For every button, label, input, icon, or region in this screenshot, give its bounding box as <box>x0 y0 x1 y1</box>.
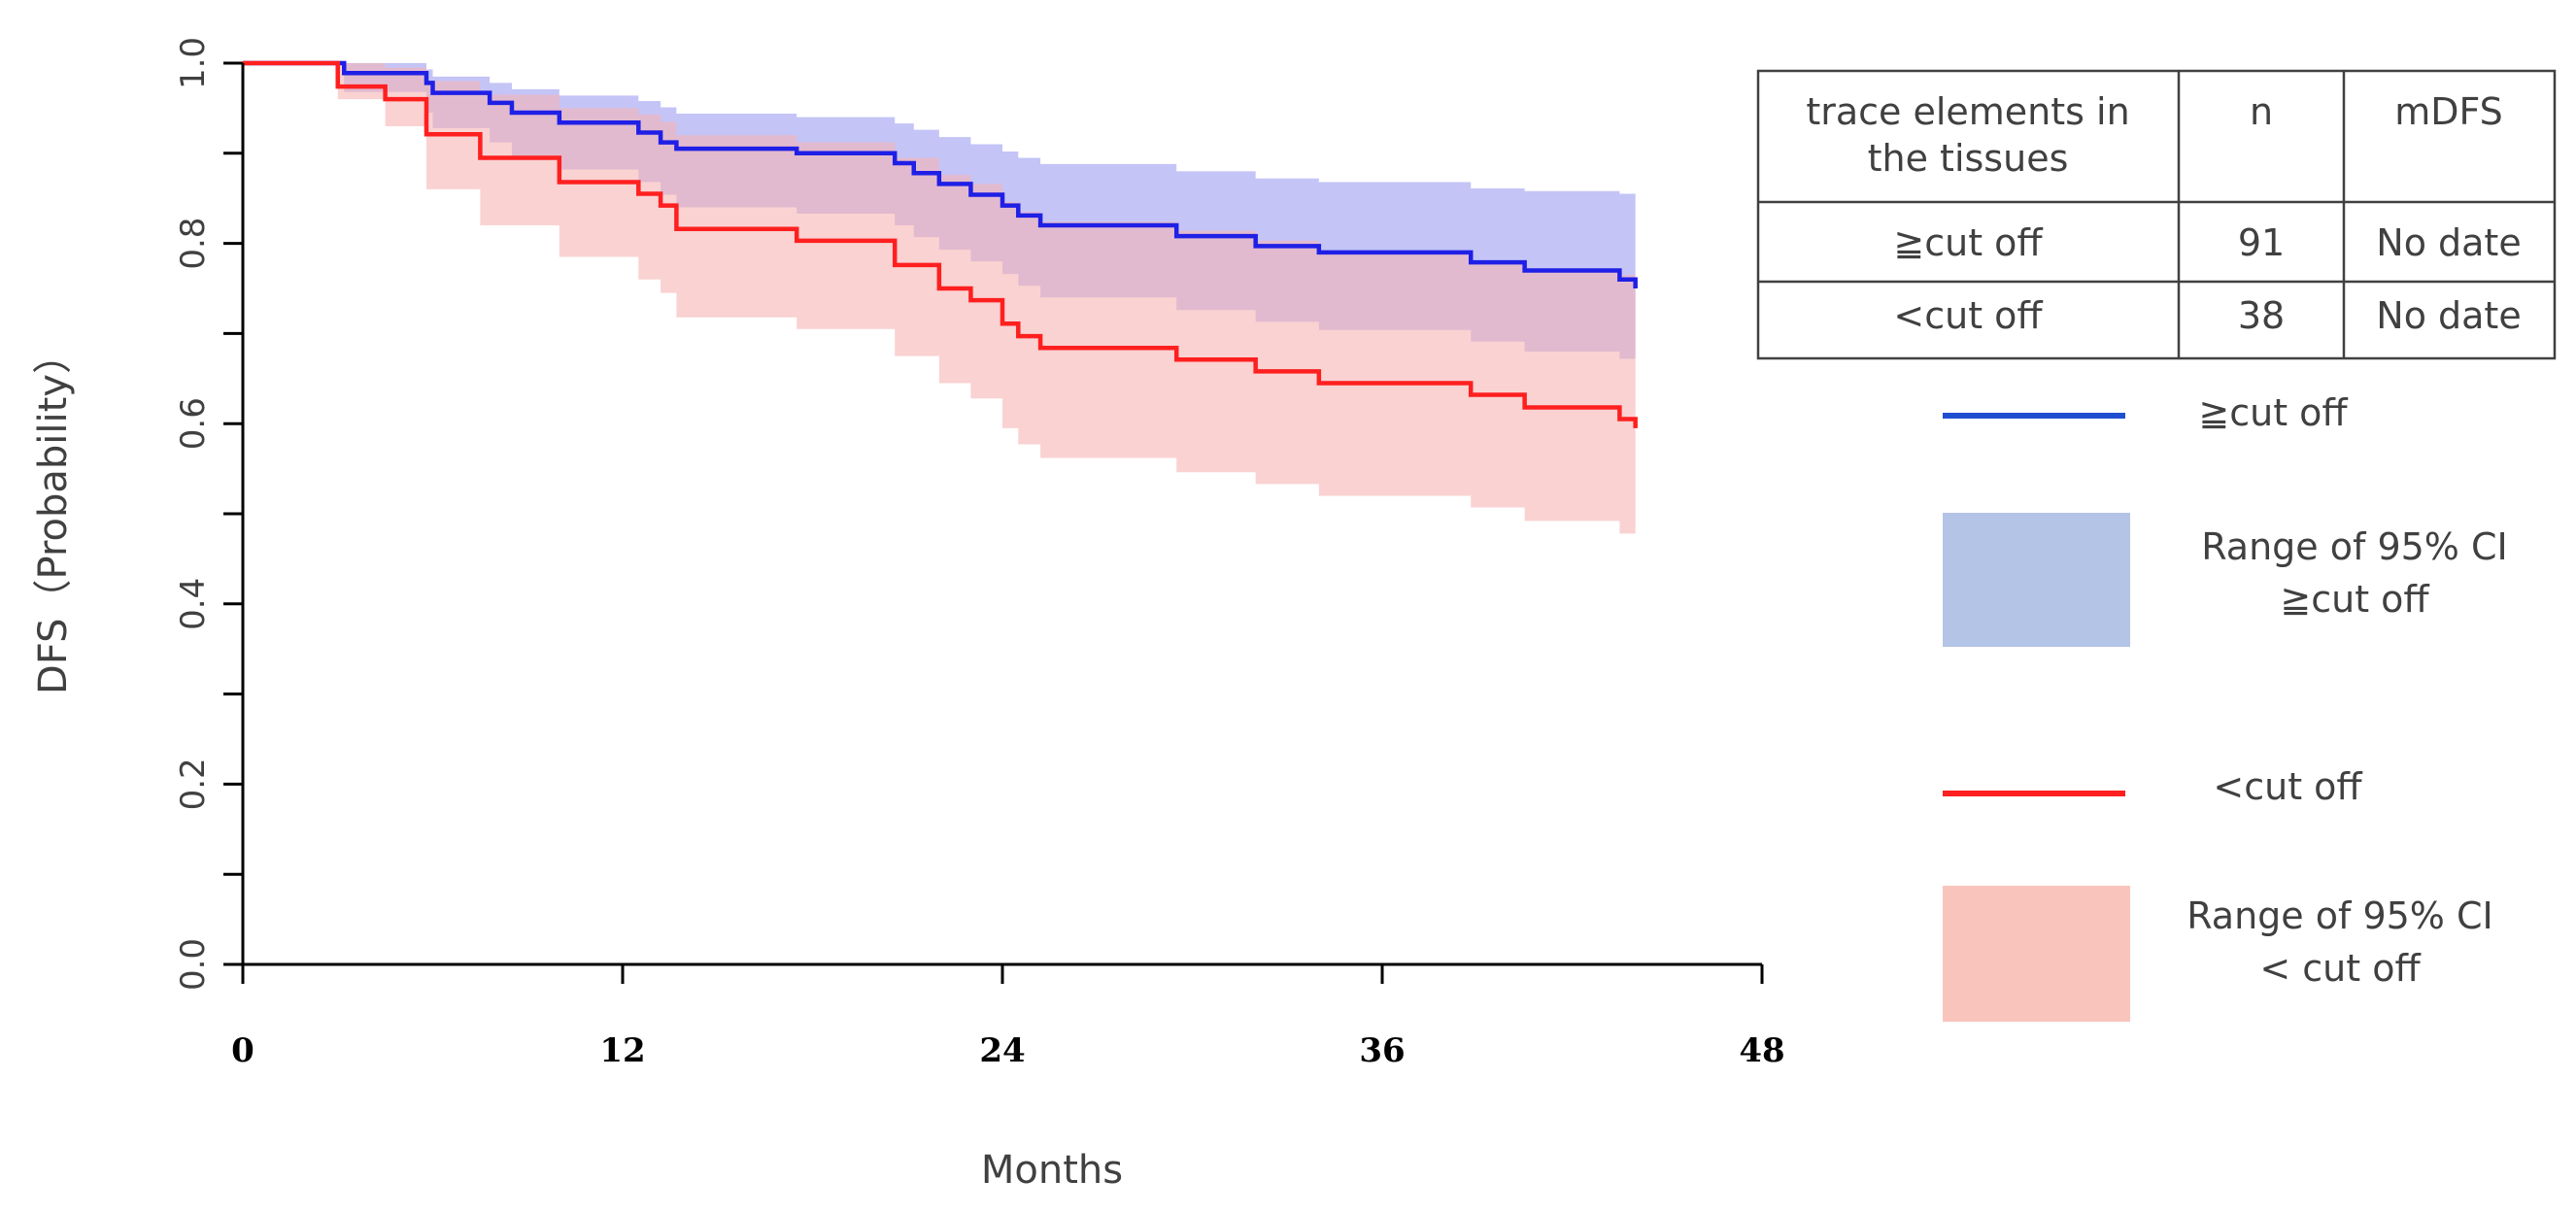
survival-curves <box>243 60 1638 428</box>
table-header-cell: n <box>2250 90 2273 133</box>
legend-label: ≧cut off <box>2280 578 2429 621</box>
y-tick-label: 0.0 <box>174 938 213 991</box>
legend-label: Range of 95% CI <box>2201 525 2508 568</box>
x-tick-label: 12 <box>599 1031 645 1070</box>
y-tick-label: 0.8 <box>174 218 213 270</box>
x-tick-label: 24 <box>979 1031 1025 1070</box>
y-axis-title: DFS（Probability） <box>31 335 76 694</box>
legend-label: <cut off <box>2213 765 2362 808</box>
legend-label: < cut off <box>2259 947 2421 990</box>
summary-table: trace elements in the tissues n mDFS ≧cut of… <box>1756 69 2557 360</box>
legend-label: Range of 95% CI <box>2186 894 2493 937</box>
summary-table-border <box>1756 69 2557 360</box>
survival-line-series-2 <box>243 60 1638 428</box>
x-tick-label: 48 <box>1739 1031 1784 1070</box>
table-cell: No date <box>2376 294 2521 337</box>
table-header-cell: trace elements in the tissues <box>1806 90 2129 180</box>
summary-table-text: trace elements in the tissues n mDFS ≧cut of… <box>1806 90 2521 337</box>
table-cell: <cut off <box>1893 294 2043 337</box>
legend-label: ≧cut off <box>2198 391 2348 434</box>
survival-line-series-1 <box>243 60 1638 288</box>
legend: ≧cut off Range of 95% CI ≧cut off <cut off R… <box>1943 391 2508 1022</box>
axis-ticks: 0.0 0.2 0.4 0.6 0.8 1.0 0 12 24 36 48 <box>174 37 1785 1070</box>
legend-swatch-ci-low <box>1943 886 2130 1022</box>
y-tick-label: 0.6 <box>174 397 213 450</box>
table-cell: 91 <box>2238 221 2285 264</box>
x-tick-label: 0 <box>231 1031 254 1070</box>
table-cell: ≧cut off <box>1893 221 2043 264</box>
y-tick-label: 1.0 <box>174 37 213 89</box>
table-cell: 38 <box>2238 294 2285 337</box>
table-header-line: the tissues <box>1868 137 2069 180</box>
y-tick-label: 0.2 <box>174 758 213 810</box>
x-axis-title: Months <box>981 1148 1123 1193</box>
table-header-cell: mDFS <box>2394 90 2503 133</box>
y-tick-label: 0.4 <box>174 578 213 630</box>
x-tick-label: 36 <box>1359 1031 1405 1070</box>
table-header-line: trace elements in <box>1806 90 2129 133</box>
table-cell: No date <box>2376 221 2521 264</box>
legend-swatch-ci-high <box>1943 513 2130 647</box>
